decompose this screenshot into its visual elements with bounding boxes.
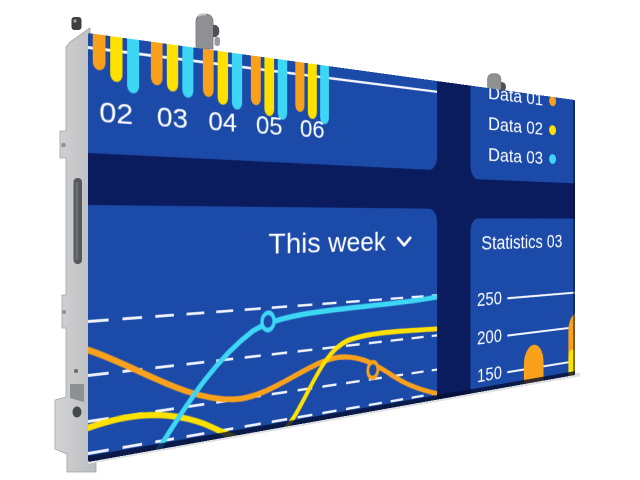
bar [277, 52, 288, 121]
y-gridline [507, 289, 576, 299]
data-point-marker [262, 312, 274, 330]
category-label: 06 [299, 114, 325, 144]
bar [92, 33, 106, 71]
y-gridline [507, 323, 576, 337]
stats-title: Statistics 03 [481, 231, 563, 254]
frame-hole-icon [61, 142, 66, 148]
line-chart-plot [88, 205, 437, 462]
bar [307, 56, 317, 120]
bar [250, 48, 261, 106]
bar-chart-card: 02 03 04 05 06 [88, 33, 438, 171]
cabinet-side-frame [54, 17, 97, 473]
bar [523, 343, 544, 401]
bar [127, 33, 140, 94]
line-series-orange [88, 315, 437, 456]
bar-chart-axis-line [88, 46, 438, 93]
bar [231, 45, 243, 111]
legend-item-label: Data 03 [488, 143, 544, 168]
legend-dot-icon [549, 124, 557, 136]
mount-bracket-icon [195, 13, 220, 50]
bar [150, 34, 163, 86]
legend-item: Data 03 [471, 139, 575, 174]
bar [217, 43, 229, 106]
screen-right-edge-shade [573, 99, 576, 376]
bar-groups [88, 33, 437, 125]
data-point-marker [368, 361, 378, 378]
bar [202, 41, 214, 98]
legend-card: Data 01 Data 02 Data 03 [470, 75, 576, 184]
bar [264, 50, 275, 117]
legend-dot-icon [549, 153, 557, 164]
foot-hole-icon [72, 406, 82, 418]
y-tick-label: 250 [476, 288, 502, 311]
bar [166, 36, 179, 93]
frame-top-bolt-icon [71, 17, 82, 30]
bar [295, 54, 305, 113]
led-screen: 02 03 04 05 06 Data 01 Data 02 Data 03 This we… [88, 33, 576, 462]
legend-dot-icon [549, 95, 557, 107]
bar [182, 38, 194, 99]
y-tick-label: 200 [476, 326, 502, 349]
line-chart-card: This week [88, 205, 438, 462]
legend-item-label: Data 02 [488, 112, 544, 139]
line-series-cyan [119, 297, 437, 462]
bar-chart-category-labels: 02 03 04 05 06 [88, 33, 437, 144]
bar [110, 33, 123, 83]
bar [320, 58, 329, 125]
